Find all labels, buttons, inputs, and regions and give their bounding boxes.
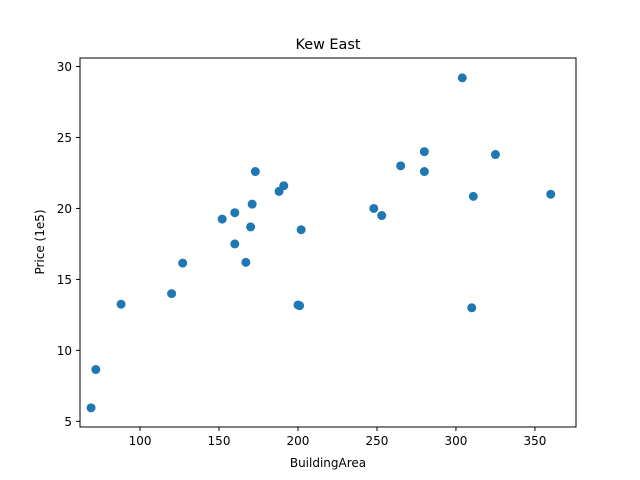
data-point-16 <box>295 301 305 311</box>
data-point-3 <box>116 299 126 309</box>
data-point-26 <box>490 150 500 160</box>
data-point-24 <box>467 303 477 313</box>
data-point-8 <box>230 239 240 249</box>
x-tick-label-300: 300 <box>444 434 467 448</box>
x-tick-label-200: 200 <box>287 434 310 448</box>
data-point-19 <box>377 211 387 221</box>
data-point-25 <box>468 191 478 201</box>
data-point-14 <box>279 181 289 191</box>
axes-layer: 100 150 200 250 300 350 5 10 15 20 25 30 <box>57 57 577 448</box>
data-point-5 <box>178 258 188 268</box>
data-point-22 <box>419 167 429 177</box>
y-axis-label: Price (1e5) <box>33 209 47 274</box>
data-point-12 <box>250 167 260 177</box>
y-tick-label-30: 30 <box>57 60 72 74</box>
y-tick-label-25: 25 <box>57 131 72 145</box>
x-tick-label-150: 150 <box>208 434 231 448</box>
points-layer <box>86 73 556 413</box>
x-axis-label: BuildingArea <box>290 456 366 470</box>
data-point-23 <box>457 73 467 83</box>
y-tick-label-15: 15 <box>57 273 72 287</box>
data-point-9 <box>241 257 251 267</box>
y-tick-label-5: 5 <box>64 415 72 429</box>
data-point-17 <box>296 225 306 235</box>
y-tick-label-10: 10 <box>57 344 72 358</box>
data-point-4 <box>167 289 177 299</box>
plot-frame <box>79 57 577 428</box>
data-point-7 <box>230 208 240 218</box>
data-point-1 <box>86 403 96 413</box>
data-point-10 <box>246 222 256 232</box>
data-point-18 <box>369 203 379 213</box>
chart-title: Kew East <box>296 37 361 53</box>
data-point-27 <box>546 189 556 199</box>
data-point-11 <box>247 199 257 209</box>
x-tick-label-100: 100 <box>129 434 152 448</box>
x-tick-label-350: 350 <box>523 434 546 448</box>
data-point-2 <box>91 365 101 375</box>
data-point-20 <box>396 161 406 171</box>
data-point-21 <box>419 147 429 157</box>
x-tick-label-250: 250 <box>366 434 389 448</box>
y-tick-label-20: 20 <box>57 202 72 216</box>
data-point-6 <box>217 214 227 224</box>
